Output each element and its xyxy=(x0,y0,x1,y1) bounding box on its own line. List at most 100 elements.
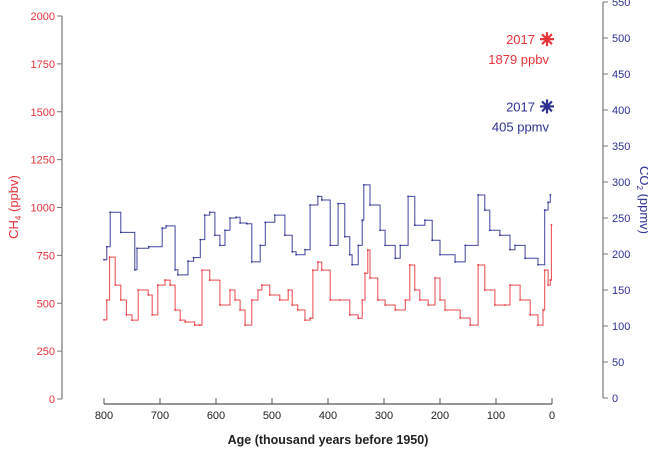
co2-data-point xyxy=(399,244,402,247)
ch4-data-point xyxy=(459,317,462,319)
ch4-data-point xyxy=(309,317,311,320)
co2-data-point xyxy=(549,194,552,196)
ch4-data-point xyxy=(317,261,319,263)
ch4-data-point xyxy=(193,324,196,326)
ch4-data-point xyxy=(201,269,203,272)
ch4-data-point xyxy=(250,299,253,301)
co2-data-point xyxy=(283,234,286,237)
co2-data-point xyxy=(439,253,441,256)
right-axis-title-unit: (ppmv) xyxy=(637,190,648,234)
right-tick-label: 400 xyxy=(612,105,630,117)
ch4-data-point xyxy=(304,319,306,322)
co2-data-point xyxy=(309,204,311,206)
co2-data-point xyxy=(488,229,491,232)
ch4-data-point xyxy=(311,269,314,272)
co2-data-point xyxy=(219,244,221,247)
ch4-data-point xyxy=(376,299,379,301)
ch4-data-point xyxy=(483,289,486,291)
x-tick-label: 700 xyxy=(151,410,169,422)
ch4-data-point xyxy=(384,304,387,306)
ch4-data-point xyxy=(408,264,411,266)
right-tick-label: 150 xyxy=(612,285,630,297)
co2-data-point xyxy=(250,261,253,263)
ch4-data-point xyxy=(179,319,182,322)
ch4-data-point xyxy=(364,272,366,275)
ch4-series-line xyxy=(104,224,552,326)
ch4-data-point xyxy=(169,284,171,286)
co2-data-point xyxy=(235,216,238,219)
ch4-data-point xyxy=(131,319,133,322)
co2-data-point xyxy=(543,209,546,211)
ch4-data-point xyxy=(164,279,166,281)
ch4-annotation-year: 2017 xyxy=(506,32,535,47)
ch4-data-point xyxy=(509,284,511,286)
co2-axis: 0 50 100 150 200 250 300 350 400 450 500 550 xyxy=(602,0,630,405)
right-axis-title: CO2 (ppmv) xyxy=(635,166,648,234)
co2-data-point xyxy=(203,214,206,217)
x-tick-label: 0 xyxy=(549,410,555,422)
ch4-data-point xyxy=(493,304,496,306)
ch4-axis: 0 250 500 750 1000 1250 1500 1750 2000 xyxy=(31,11,63,406)
series-group xyxy=(103,183,553,326)
right-tick-label: 0 xyxy=(612,393,618,405)
right-tick-label: 250 xyxy=(612,213,630,225)
co2-data-point xyxy=(514,244,516,247)
ch4-data-point xyxy=(369,277,371,279)
ch4-data-point xyxy=(439,299,441,301)
co2-data-point xyxy=(264,221,267,224)
right-axis-title-sub: 2 xyxy=(635,185,644,190)
ch4-data-point xyxy=(404,299,407,301)
co2-data-point xyxy=(295,253,297,256)
co2-data-point xyxy=(229,217,231,219)
co2-data-point xyxy=(379,229,381,232)
left-axis-title-main: CH xyxy=(6,220,21,239)
ch4-data-point xyxy=(543,269,546,272)
ch4-data-point xyxy=(219,304,221,306)
co2-2017-marker xyxy=(540,99,554,114)
left-tick-label: 250 xyxy=(37,346,55,358)
x-tick-label: 400 xyxy=(319,410,337,422)
co2-data-point xyxy=(413,224,416,227)
co2-data-point xyxy=(394,257,397,260)
co2-data-point xyxy=(103,258,105,261)
co2-data-point xyxy=(161,227,164,229)
co2-data-point xyxy=(361,219,364,222)
co2-data-point xyxy=(483,209,486,211)
ch4-data-point xyxy=(229,289,231,291)
ch4-data-point xyxy=(366,249,369,251)
co2-data-point xyxy=(407,195,409,198)
co2-data-point xyxy=(431,239,434,242)
ch4-data-point xyxy=(338,299,341,301)
ch4-data-point xyxy=(529,314,532,316)
ch4-data-point xyxy=(105,299,108,301)
ch4-data-point xyxy=(547,284,549,286)
ch4-annotation-value: 1879 ppbv xyxy=(488,52,549,67)
ch4-data-point xyxy=(244,324,247,326)
left-axis-title-sub: 4 xyxy=(14,215,23,220)
co2-annotation-year: 2017 xyxy=(506,99,535,114)
x-tick-label: 600 xyxy=(207,410,225,422)
ch4-data-point xyxy=(320,269,323,272)
co2-data-point xyxy=(133,268,136,271)
ch4-data-point xyxy=(108,256,111,258)
co2-data-point xyxy=(477,194,479,196)
co2-data-point xyxy=(362,183,365,186)
annotations-group: 2017 1879 ppbv 2017 405 ppmv xyxy=(488,32,554,134)
co2-data-point xyxy=(509,248,511,251)
co2-data-point xyxy=(192,256,195,259)
ch4-data-point xyxy=(477,264,479,266)
co2-data-point xyxy=(547,201,549,204)
x-tick-label: 100 xyxy=(487,410,505,422)
ch4-data-point xyxy=(278,299,281,301)
co2-data-point xyxy=(177,273,179,276)
co2-data-point xyxy=(369,204,371,206)
right-tick-label: 550 xyxy=(612,0,630,9)
ch4-data-point xyxy=(296,309,299,311)
right-axis-title-main: CO xyxy=(637,166,648,186)
ch4-data-point xyxy=(348,314,351,316)
ch4-data-point xyxy=(291,304,294,306)
ch4-data-point xyxy=(427,304,430,306)
co2-data-point xyxy=(343,235,346,238)
ch4-data-point xyxy=(261,284,263,286)
